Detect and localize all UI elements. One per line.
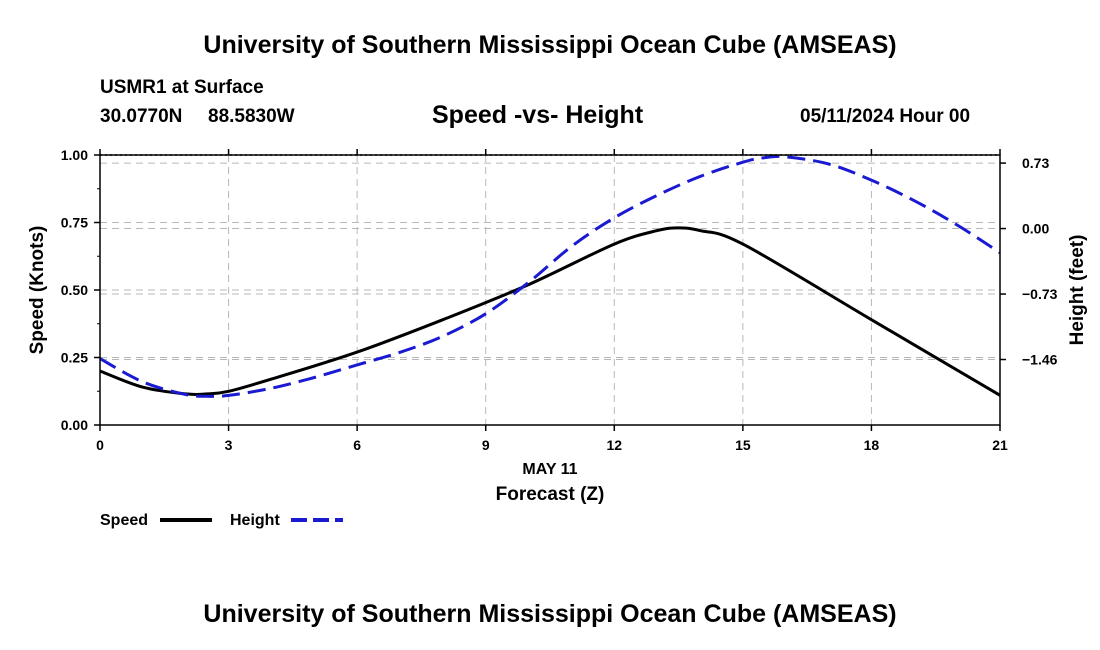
page-title: University of Southern Mississippi Ocean… — [203, 31, 897, 59]
y2-tick-label: 0.00 — [1022, 221, 1049, 237]
y2-tick-label: 0.73 — [1022, 155, 1049, 171]
series-layer — [99, 154, 1001, 398]
y-tick-label: 1.00 — [61, 147, 88, 163]
x-tick-label: 9 — [482, 437, 490, 453]
datetime-label: 05/11/2024 Hour 00 — [800, 106, 971, 127]
legend-height-label: Height — [230, 512, 280, 529]
y2-axis-title: Height (feet) — [1067, 235, 1088, 346]
label-layer: MAY 11 Forecast (Z) Speed (Knots) Height… — [27, 226, 1088, 505]
x-tick-label: 3 — [225, 437, 233, 453]
x-tick-label: 21 — [992, 437, 1008, 453]
y-axis-title: Speed (Knots) — [27, 226, 48, 355]
x-tick-label: 6 — [353, 437, 361, 453]
y-tick-label: 0.50 — [61, 282, 88, 298]
y2-tick-label: −0.73 — [1022, 286, 1058, 302]
y-tick-label: 0.00 — [61, 417, 88, 433]
x-tick-label: 0 — [96, 437, 104, 453]
series-line-height — [99, 154, 1001, 398]
longitude-label: 88.5830W — [208, 106, 295, 127]
legend: Speed Height — [100, 512, 343, 529]
axis-layer: 0 3 6 9 12 15 18 21 0.00 0.25 0.50 0.75 1.00 0.73 0.00… — [61, 147, 1058, 453]
x-tick-label: 18 — [864, 437, 880, 453]
grid-layer — [100, 155, 1000, 425]
footer-title: University of Southern Mississippi Ocean… — [203, 600, 897, 628]
x-date-label: MAY 11 — [522, 461, 577, 478]
x-tick-label: 15 — [735, 437, 751, 453]
y2-tick-label: −1.46 — [1022, 352, 1058, 368]
y-tick-label: 0.75 — [61, 215, 88, 231]
latitude-label: 30.0770N — [100, 106, 183, 127]
x-axis-title: Forecast (Z) — [496, 484, 605, 505]
y-tick-label: 0.25 — [61, 350, 88, 366]
station-label: USMR1 at Surface — [100, 77, 264, 98]
x-tick-label: 12 — [606, 437, 622, 453]
legend-speed-label: Speed — [100, 512, 148, 529]
series-line-speed — [99, 226, 1001, 397]
chart-title: Speed -vs- Height — [432, 101, 644, 129]
